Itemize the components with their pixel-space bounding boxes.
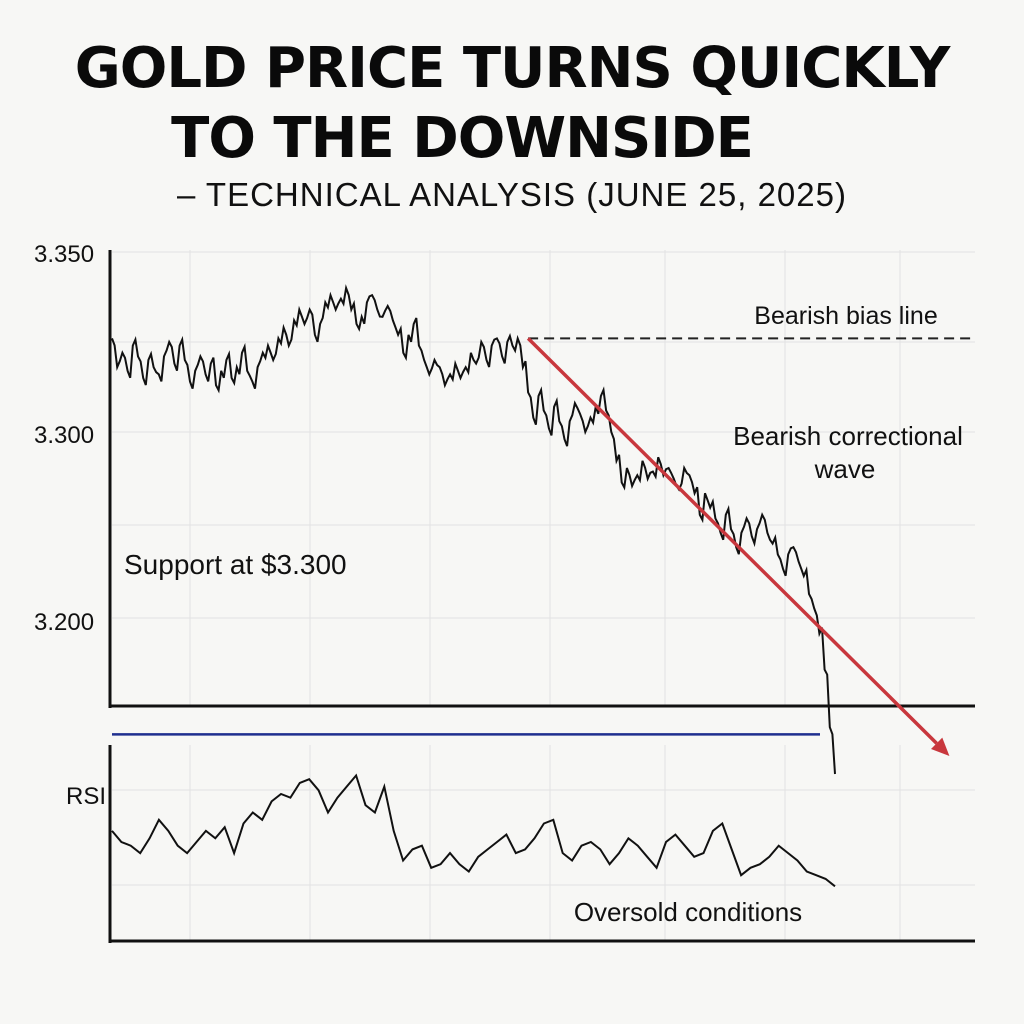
rsi-grid — [112, 745, 975, 940]
chart-title-line-1: GOLD PRICE TURNS QUICKLY — [74, 36, 951, 101]
trend-arrow-head — [931, 737, 950, 756]
price-tick-label: 3.350 — [34, 241, 94, 268]
price-grid — [112, 250, 975, 705]
price-tick-label: 3.200 — [34, 609, 94, 636]
rsi-series-line — [111, 773, 836, 888]
support-label: Support at $3.300 — [124, 549, 347, 580]
price-series-line — [111, 284, 836, 775]
bearish-trend-arrow — [526, 337, 938, 745]
rsi-axis-label: RSI — [66, 783, 106, 810]
bearish-wave-label-line-2: wave — [814, 454, 876, 484]
chart-subtitle: – TECHNICAL ANALYSIS (JUNE 25, 2025) — [177, 176, 847, 213]
bearish-bias-line-label: Bearish bias line — [754, 302, 937, 330]
price-tick-labels: 3.350 3.300 3.200 — [34, 241, 94, 636]
chart-title-line-2: TO THE DOWNSIDE — [171, 106, 754, 171]
oversold-annotation: Oversold conditions — [574, 897, 802, 927]
bearish-wave-label-line-1: Bearish correctional — [733, 421, 963, 451]
price-tick-label: 3.300 — [34, 422, 94, 449]
